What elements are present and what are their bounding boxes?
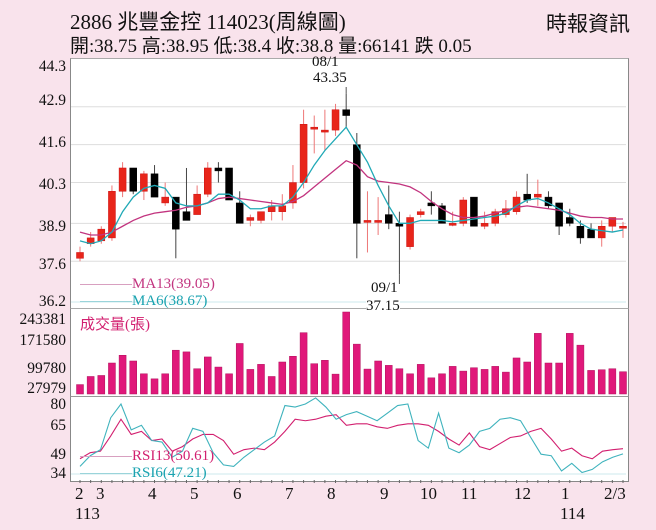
x-tick: 1	[561, 484, 570, 503]
rsi13-legend-text: RSI13(50.61)	[132, 448, 215, 464]
volume-legend: 成交量(張)	[80, 317, 150, 333]
x-tick: 2/3	[604, 484, 626, 503]
rsi-tick: 34	[50, 465, 67, 482]
ma6-legend-line	[80, 301, 132, 303]
volume-tick: 99780	[27, 360, 66, 377]
x-tick: 7	[285, 484, 294, 503]
high-value-label: 43.35	[313, 70, 347, 86]
rsi-tick: 80	[50, 396, 67, 413]
rsi-panel	[70, 396, 629, 482]
ohlc-summary: 開:38.75 高:38.95 低:38.4 收:38.8 量:66141 跌 …	[70, 36, 472, 57]
price-tick: 37.6	[38, 256, 66, 273]
rsi-tick: 49	[50, 446, 67, 463]
x-tick: 12	[514, 484, 531, 503]
rsi-tick: 65	[50, 417, 67, 434]
price-tick: 42.9	[38, 92, 66, 109]
price-tick: 41.6	[38, 134, 66, 151]
volume-tick: 27979	[27, 380, 66, 397]
low-value-label: 37.15	[366, 298, 400, 315]
chart-title: 2886 兆豐金控 114023(周線圖)	[70, 10, 346, 34]
volume-tick: 243381	[19, 311, 67, 328]
volume-tick: 171580	[19, 332, 67, 349]
ma13-legend: MA13(39.05)	[80, 276, 215, 293]
x-tick: 3	[96, 484, 105, 503]
ma13-legend-text: MA13(39.05)	[132, 276, 215, 292]
rsi6-legend-text: RSI6(47.21)	[132, 465, 207, 481]
x-tick: 10	[420, 484, 437, 503]
price-tick: 44.3	[38, 58, 66, 75]
rsi13-legend: RSI13(50.61)	[80, 448, 214, 465]
x-tick: 5	[190, 484, 199, 503]
ma13-legend-line	[80, 284, 132, 286]
x-tick: 9	[380, 484, 389, 503]
rsi6-legend-line	[80, 473, 132, 475]
price-tick: 36.2	[38, 293, 66, 310]
brand-label: 時報資訊	[546, 12, 630, 36]
x-year: 114	[560, 504, 585, 523]
price-panel	[70, 58, 629, 309]
x-year: 113	[75, 504, 100, 523]
x-tick: 11	[461, 484, 478, 503]
x-tick: 4	[148, 484, 157, 503]
high-date-label: 08/1	[312, 54, 339, 70]
ma6-legend-text: MA6(38.67)	[132, 293, 208, 309]
ma6-legend: MA6(38.67)	[80, 293, 207, 310]
x-tick: 6	[233, 484, 242, 503]
low-date-label: 09/1	[371, 280, 398, 296]
rsi6-legend: RSI6(47.21)	[80, 465, 207, 482]
x-tick: 8	[327, 484, 336, 503]
x-tick: 2	[75, 484, 84, 503]
price-tick: 40.3	[38, 176, 66, 193]
rsi13-legend-line	[80, 456, 132, 458]
price-tick: 38.9	[38, 218, 66, 235]
